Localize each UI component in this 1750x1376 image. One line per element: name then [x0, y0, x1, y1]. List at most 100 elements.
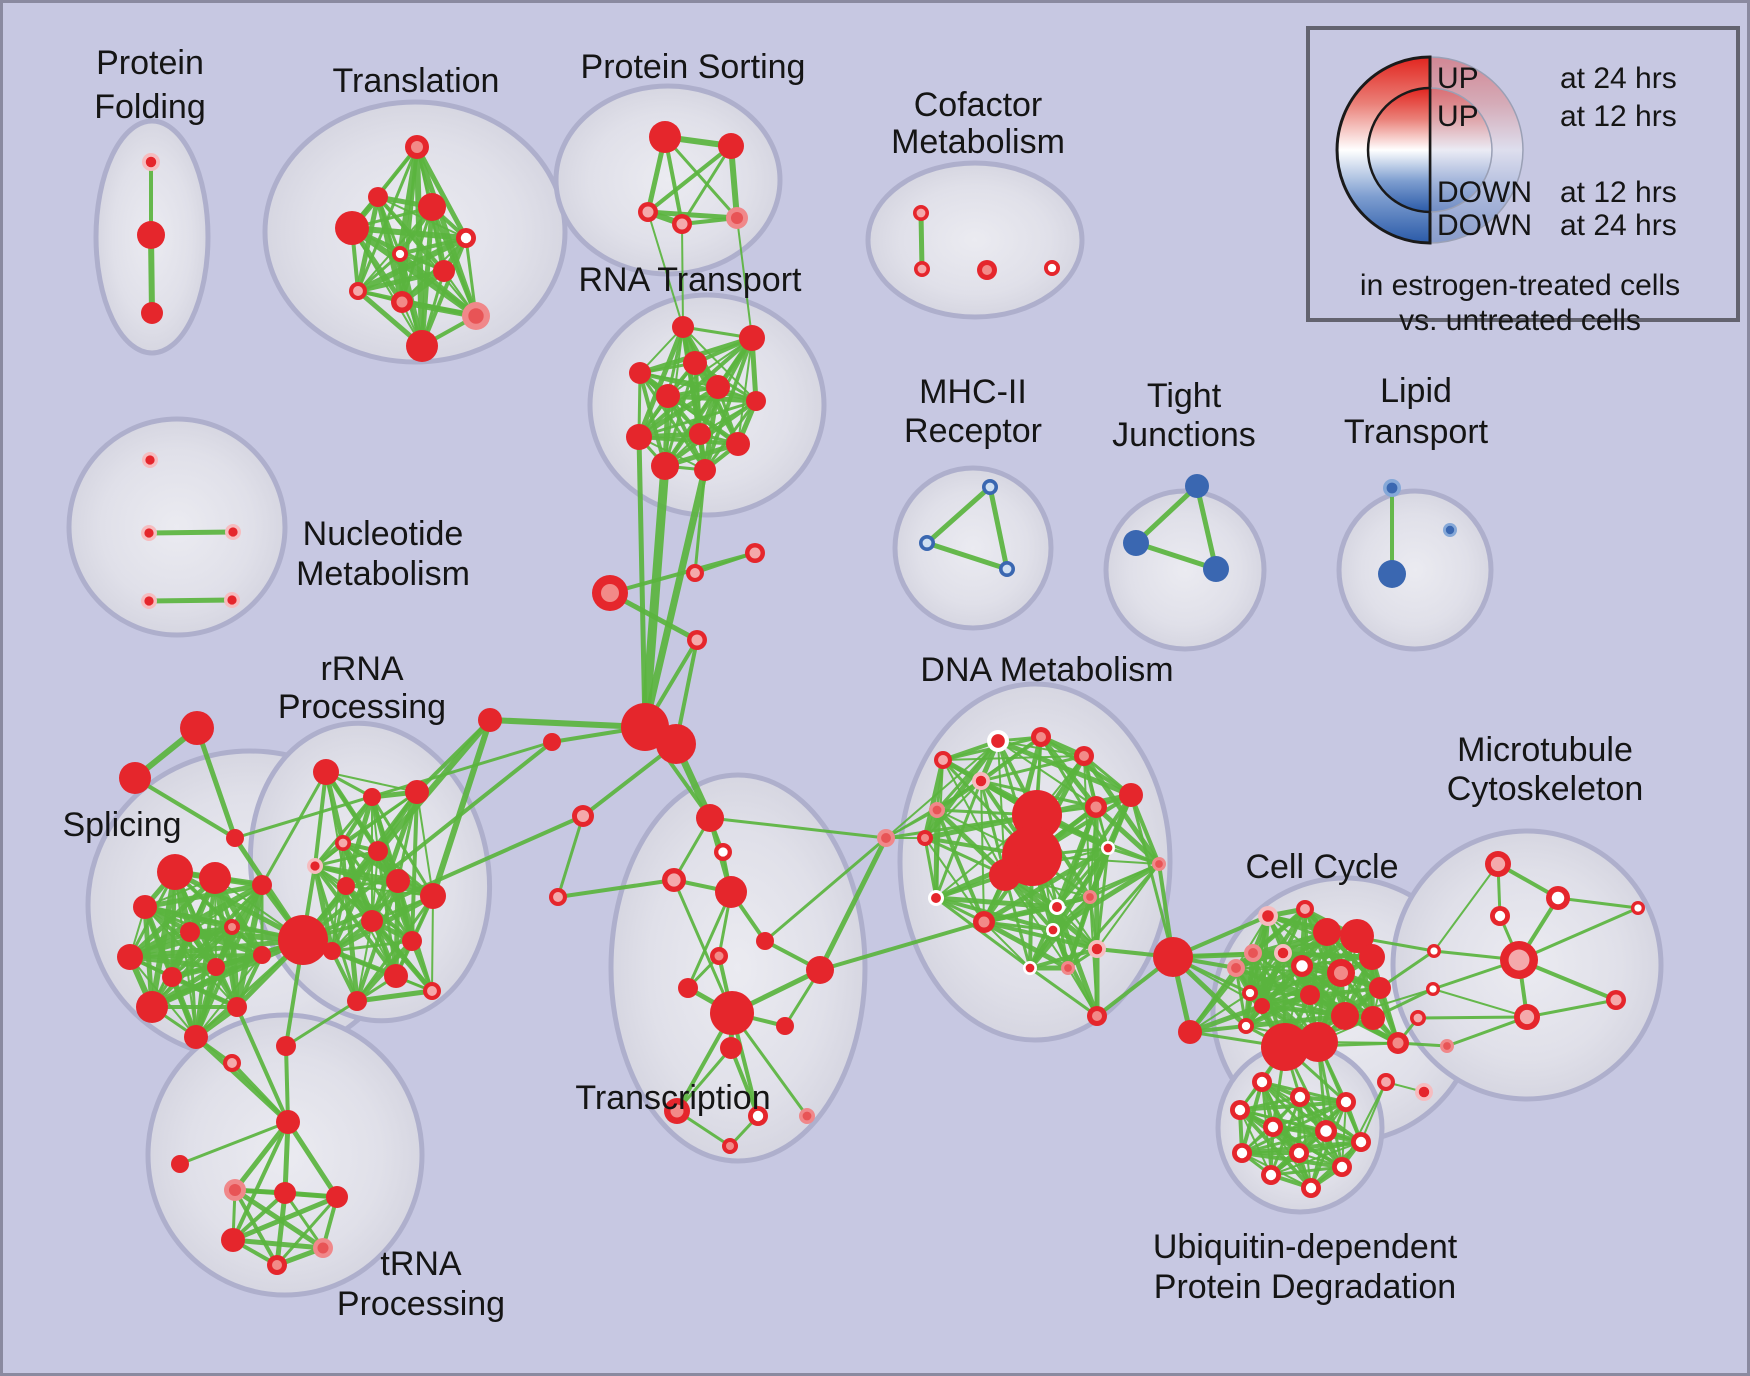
network-node[interactable] — [227, 997, 247, 1017]
network-node[interactable] — [1361, 1006, 1385, 1030]
network-node[interactable] — [756, 932, 774, 950]
network-node[interactable] — [987, 730, 1009, 752]
network-node[interactable] — [664, 1098, 690, 1124]
network-node[interactable] — [1123, 530, 1149, 556]
network-node[interactable] — [1178, 1020, 1202, 1044]
network-node[interactable] — [349, 282, 367, 300]
network-node[interactable] — [137, 221, 165, 249]
network-node[interactable] — [1101, 841, 1115, 855]
network-node[interactable] — [1606, 990, 1626, 1010]
network-node[interactable] — [726, 207, 748, 229]
network-node[interactable] — [662, 868, 686, 892]
network-node[interactable] — [406, 330, 438, 362]
network-node[interactable] — [726, 432, 750, 456]
network-node[interactable] — [694, 459, 716, 481]
network-node[interactable] — [1514, 1004, 1540, 1030]
network-node[interactable] — [221, 1228, 245, 1252]
network-node[interactable] — [928, 890, 944, 906]
network-node[interactable] — [405, 135, 429, 159]
cluster-shell-mhc-ii-receptor[interactable] — [892, 465, 1054, 631]
network-node[interactable] — [973, 911, 995, 933]
network-node[interactable] — [934, 751, 952, 769]
network-node[interactable] — [313, 1238, 333, 1258]
network-node[interactable] — [1387, 1032, 1409, 1054]
network-node[interactable] — [433, 260, 455, 282]
network-node[interactable] — [1238, 1018, 1254, 1034]
network-node[interactable] — [142, 153, 160, 171]
network-node[interactable] — [1085, 796, 1107, 818]
cluster-shell-protein-sorting[interactable] — [553, 83, 783, 277]
network-node[interactable] — [1258, 906, 1278, 926]
network-node[interactable] — [1185, 474, 1209, 498]
network-node[interactable] — [543, 733, 561, 751]
network-node[interactable] — [1331, 1002, 1359, 1030]
network-node[interactable] — [1327, 959, 1355, 987]
network-node[interactable] — [1046, 923, 1060, 937]
network-node[interactable] — [224, 592, 240, 608]
network-node[interactable] — [368, 187, 388, 207]
network-node[interactable] — [1315, 1120, 1337, 1142]
network-node[interactable] — [276, 1036, 296, 1056]
network-node[interactable] — [141, 593, 157, 609]
network-node[interactable] — [1301, 1178, 1321, 1198]
cluster-shell-cofactor-metabolism[interactable] — [865, 160, 1085, 320]
network-node[interactable] — [1087, 1006, 1107, 1026]
network-node[interactable] — [386, 869, 410, 893]
network-node[interactable] — [1440, 1039, 1454, 1053]
network-node[interactable] — [1061, 961, 1075, 975]
network-node[interactable] — [683, 351, 707, 375]
network-node[interactable] — [267, 1255, 287, 1275]
network-node[interactable] — [133, 895, 157, 919]
network-node[interactable] — [347, 991, 367, 1011]
network-node[interactable] — [1152, 857, 1166, 871]
network-node[interactable] — [274, 1182, 296, 1204]
network-node[interactable] — [715, 876, 747, 908]
network-node[interactable] — [361, 910, 383, 932]
network-node[interactable] — [142, 452, 158, 468]
network-node[interactable] — [1261, 1023, 1309, 1071]
network-node[interactable] — [420, 883, 446, 909]
network-node[interactable] — [686, 564, 704, 582]
network-node[interactable] — [456, 228, 476, 248]
network-node[interactable] — [136, 991, 168, 1023]
network-node[interactable] — [629, 362, 651, 384]
network-node[interactable] — [977, 260, 997, 280]
network-node[interactable] — [651, 452, 679, 480]
network-node[interactable] — [423, 982, 441, 1000]
network-node[interactable] — [806, 956, 834, 984]
network-node[interactable] — [656, 724, 696, 764]
network-node[interactable] — [162, 967, 182, 987]
network-node[interactable] — [1415, 1083, 1433, 1101]
network-node[interactable] — [1119, 783, 1143, 807]
network-node[interactable] — [363, 788, 381, 806]
network-node[interactable] — [1332, 1157, 1352, 1177]
network-node[interactable] — [1485, 851, 1511, 877]
network-node[interactable] — [141, 525, 157, 541]
network-node[interactable] — [1369, 977, 1391, 999]
network-node[interactable] — [1074, 746, 1094, 766]
network-node[interactable] — [418, 193, 446, 221]
network-node[interactable] — [1083, 890, 1097, 904]
network-node[interactable] — [1443, 523, 1457, 537]
network-node[interactable] — [1252, 1072, 1272, 1092]
network-node[interactable] — [335, 835, 351, 851]
network-node[interactable] — [1023, 961, 1037, 975]
network-node[interactable] — [549, 888, 567, 906]
cluster-shell-lipid-transport[interactable] — [1336, 488, 1494, 652]
network-node[interactable] — [696, 804, 724, 832]
network-node[interactable] — [1426, 982, 1440, 996]
network-node[interactable] — [199, 862, 231, 894]
network-node[interactable] — [1377, 1073, 1395, 1091]
network-node[interactable] — [391, 291, 413, 313]
network-node[interactable] — [626, 424, 652, 450]
network-node[interactable] — [710, 947, 728, 965]
network-node[interactable] — [1490, 906, 1510, 926]
network-node[interactable] — [1230, 1100, 1250, 1120]
network-node[interactable] — [720, 1037, 742, 1059]
network-node[interactable] — [1427, 944, 1441, 958]
network-node[interactable] — [253, 946, 271, 964]
network-node[interactable] — [1378, 560, 1406, 588]
network-node[interactable] — [225, 524, 241, 540]
cluster-shell-nucleotide-metabolism[interactable] — [66, 416, 288, 638]
network-node[interactable] — [687, 630, 707, 650]
